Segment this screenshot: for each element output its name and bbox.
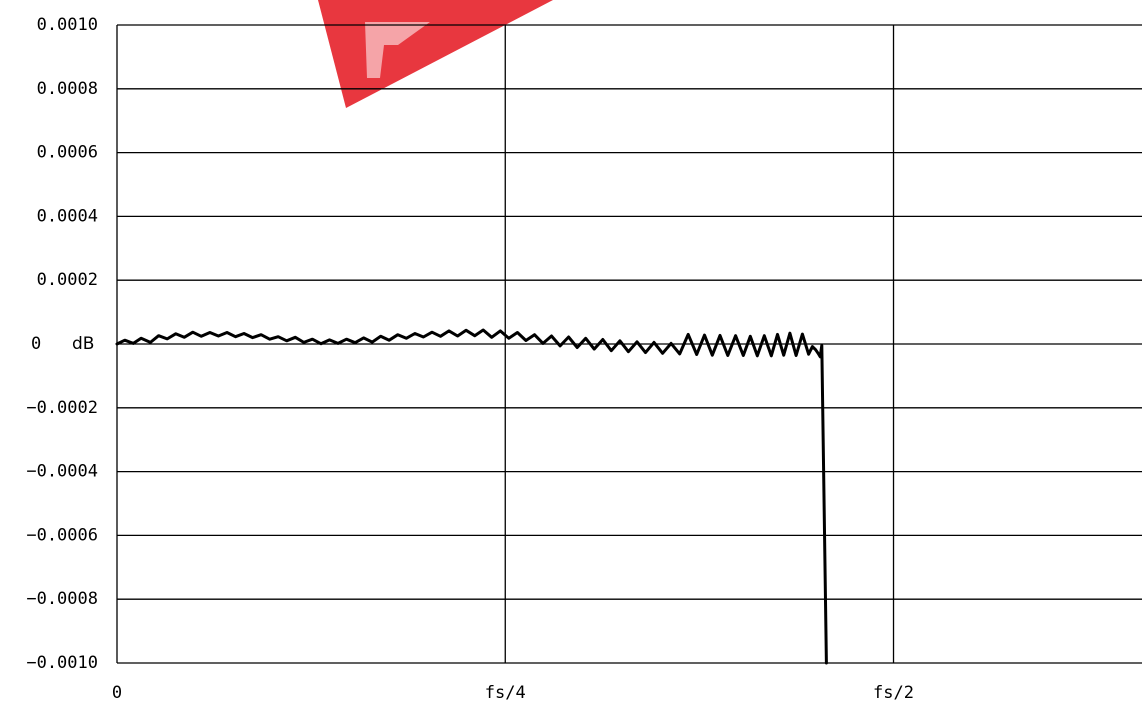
x-tick-label: fs/2 xyxy=(873,683,914,703)
x-tick-label: fs/4 xyxy=(485,683,526,703)
y-tick-label: −0.0010 xyxy=(26,653,98,673)
unit-label: dB xyxy=(72,334,94,354)
watermark-logo-shape xyxy=(318,0,553,108)
y-tick-label: 0.0002 xyxy=(37,270,98,290)
x-tick-label: 0 xyxy=(112,683,122,703)
y-tick-label: −0.0008 xyxy=(26,589,98,609)
y-axis-tick-labels: 0.0010 0.0008 0.0006 0.0004 0.0002 0 −0.0002 −0… xyxy=(26,15,98,673)
y-tick-label: 0.0004 xyxy=(37,206,98,226)
x-axis-tick-labels: 0 fs/4 fs/2 xyxy=(112,683,914,703)
series-line-response xyxy=(115,328,828,665)
y-tick-label: 0 xyxy=(31,334,41,354)
y-tick-label: 0.0008 xyxy=(37,79,98,99)
y-tick-label: 0.0010 xyxy=(37,15,98,35)
y-tick-label: −0.0002 xyxy=(26,398,98,418)
watermark-logo-cutout xyxy=(365,22,430,78)
grid xyxy=(116,24,1142,664)
y-tick-label: 0.0006 xyxy=(37,143,98,163)
y-tick-label: −0.0004 xyxy=(26,462,98,482)
y-tick-label: −0.0006 xyxy=(26,525,98,545)
red-logo-watermark xyxy=(318,0,553,108)
